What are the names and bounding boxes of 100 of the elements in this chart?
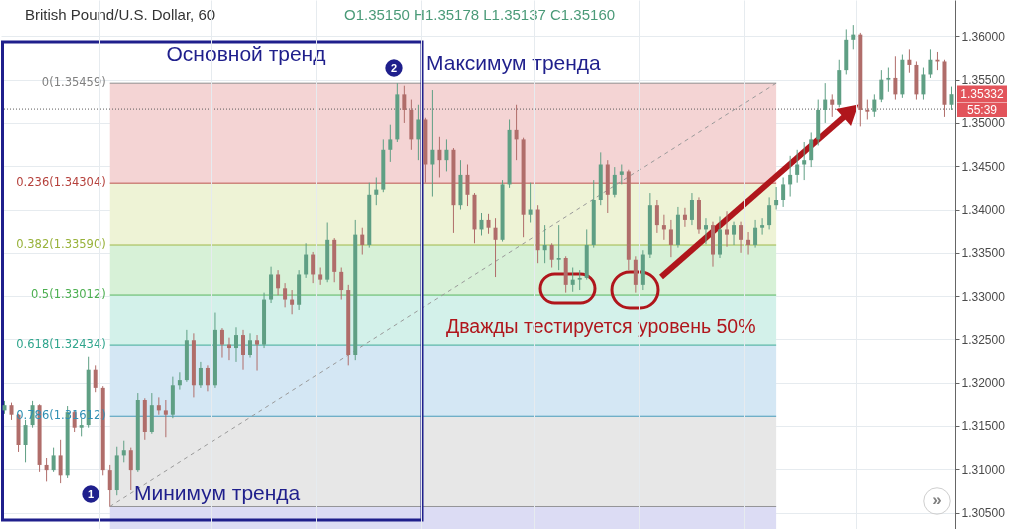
annotation: Основной тренд (166, 42, 326, 65)
candlestick (886, 67, 891, 93)
candlestick (128, 447, 133, 491)
candlestick (746, 231, 751, 256)
candlestick (444, 138, 449, 172)
candlestick (248, 332, 253, 359)
candlestick (339, 267, 344, 301)
annotation: 2 (390, 61, 398, 74)
candlestick (570, 267, 575, 293)
ref-line-label: 0.236(1.34304) (16, 175, 106, 190)
candlestick (514, 104, 519, 161)
candlestick (486, 213, 491, 235)
y-tick-label: 1.32000 (961, 376, 1006, 391)
candlestick (809, 131, 814, 168)
candlestick (241, 329, 246, 371)
y-tick-label: 1.33500 (961, 246, 1006, 261)
candlestick (767, 196, 772, 230)
ref-line-label: 0(1.35459) (41, 75, 106, 90)
candlestick (219, 327, 224, 359)
y-tick-label: 1.35000 (961, 116, 1006, 131)
candlestick (163, 399, 168, 438)
candlestick (725, 210, 730, 248)
candlestick (612, 166, 617, 198)
candlestick (44, 457, 49, 482)
candlestick (689, 192, 694, 226)
candlestick (879, 69, 884, 103)
candlestick (802, 141, 807, 181)
candlestick (823, 82, 828, 124)
candlestick (493, 217, 498, 278)
candlestick (528, 182, 533, 224)
ref-line-label: 0.618(1.32434) (16, 337, 106, 352)
candlestick (619, 164, 624, 185)
candlestick (107, 464, 112, 507)
candlestick (851, 24, 856, 50)
annotation: Дважды тестируется уровень 50% (446, 315, 756, 337)
candlestick (739, 221, 744, 254)
y-tick-label: 1.36000 (961, 29, 1006, 44)
candlestick (198, 361, 203, 389)
candlestick (283, 282, 288, 308)
annotation: Минимум тренда (134, 481, 301, 504)
ref-line-label: 0.382(1.33590) (16, 237, 106, 252)
candlestick (360, 227, 365, 256)
y-tick-label: 1.32500 (961, 332, 1006, 347)
annotation: Максимум тренда (426, 51, 602, 74)
candlestick (872, 93, 877, 118)
y-tick-label: 1.31500 (961, 419, 1006, 434)
candlestick (795, 149, 800, 184)
candlestick (654, 199, 659, 234)
candlestick (290, 289, 295, 315)
candlestick (374, 176, 379, 206)
candlestick (51, 447, 56, 473)
candlestick (732, 221, 737, 246)
candlestick (556, 224, 561, 271)
candlestick (661, 214, 666, 241)
candlestick (893, 55, 898, 101)
chart-title: British Pound/U.S. Dollar, 60 (25, 6, 216, 23)
candlestick (921, 67, 926, 101)
candlestick (255, 334, 260, 372)
candlestick (437, 136, 442, 178)
candlestick (542, 224, 547, 264)
candlestick (121, 440, 126, 463)
candlestick (781, 176, 786, 208)
candlestick (949, 86, 954, 111)
candlestick (703, 217, 708, 245)
candlestick (58, 439, 63, 484)
candlestick (753, 219, 758, 249)
candlestick (907, 48, 912, 74)
candlestick (233, 326, 238, 363)
chart-subtitle: O1.35150 H1.35178 L1.35137 C1.35160 (344, 6, 616, 23)
candlestick (668, 219, 673, 258)
candlestick (276, 269, 281, 296)
candlestick (23, 419, 28, 463)
y-tick-label: 1.34500 (961, 159, 1006, 174)
candlestick (311, 251, 316, 284)
candlestick (430, 89, 435, 198)
annotation: 1 (87, 487, 95, 500)
candlestick (177, 371, 182, 391)
ref-line-label: 0.5(1.33012) (30, 287, 106, 302)
candlestick (93, 364, 98, 393)
text: 55:39 (966, 103, 998, 117)
candlestick (788, 155, 793, 198)
candlestick (388, 124, 393, 163)
annotation: » (932, 490, 942, 509)
candlestick (774, 186, 779, 211)
candlestick (479, 212, 484, 236)
candlestick (549, 242, 554, 269)
y-tick-label: 1.35500 (961, 73, 1006, 88)
candlestick (830, 93, 835, 118)
candlestick (465, 164, 470, 207)
candlestick (577, 269, 582, 291)
y-tick-label: 1.30500 (961, 506, 1006, 521)
candlestick (402, 85, 407, 124)
candlestick (760, 217, 765, 236)
y-tick-label: 1.33000 (961, 289, 1006, 304)
y-tick-label: 1.34000 (961, 203, 1006, 218)
candlestick (416, 104, 421, 161)
text: 1.35332 (960, 87, 1005, 101)
candlestick (205, 364, 210, 392)
candlestick (865, 99, 870, 120)
candlestick (304, 242, 309, 279)
